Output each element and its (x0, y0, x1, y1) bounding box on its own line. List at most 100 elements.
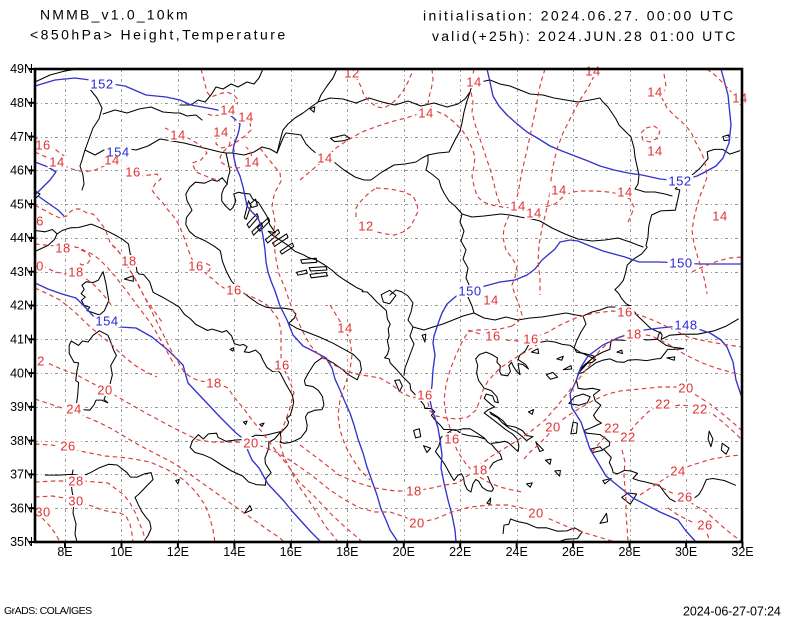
svg-text:148: 148 (674, 317, 697, 332)
svg-text:14: 14 (244, 154, 259, 169)
svg-text:valid(+25h): 2024.JUN.28 01:00: valid(+25h): 2024.JUN.28 01:00 UTC (432, 28, 738, 44)
svg-text:16: 16 (125, 164, 140, 179)
svg-text:14: 14 (712, 208, 727, 223)
svg-text:14: 14 (466, 74, 481, 89)
svg-text:12: 12 (358, 218, 373, 233)
svg-text:22: 22 (604, 420, 619, 435)
svg-text:20: 20 (409, 515, 424, 530)
svg-text:14: 14 (418, 105, 433, 120)
svg-text:18: 18 (68, 264, 83, 279)
svg-text:16: 16 (274, 357, 289, 372)
svg-text:26: 26 (60, 438, 75, 453)
svg-text:30E: 30E (675, 545, 697, 559)
svg-text:22: 22 (655, 396, 670, 411)
svg-text:26: 26 (677, 489, 692, 504)
svg-text:22E: 22E (449, 545, 471, 559)
svg-text:14: 14 (238, 109, 253, 124)
svg-text:150: 150 (669, 255, 692, 270)
svg-text:14E: 14E (223, 545, 245, 559)
svg-text:43N: 43N (10, 265, 33, 279)
svg-text:<850hPa> Height,Temperature: <850hPa> Height,Temperature (30, 27, 288, 43)
svg-text:24: 24 (670, 463, 685, 478)
svg-text:2024-06-27-07:24: 2024-06-27-07:24 (683, 605, 781, 619)
svg-text:14: 14 (213, 124, 228, 139)
svg-text:152: 152 (90, 76, 113, 91)
svg-text:10E: 10E (110, 545, 132, 559)
svg-text:48N: 48N (10, 96, 33, 110)
svg-text:18: 18 (406, 483, 421, 498)
svg-text:47N: 47N (10, 130, 33, 144)
svg-text:28: 28 (68, 473, 83, 488)
svg-text:154: 154 (106, 144, 129, 159)
svg-text:20: 20 (528, 505, 543, 520)
svg-text:18: 18 (206, 375, 221, 390)
svg-text:35N: 35N (10, 535, 33, 549)
svg-text:154: 154 (95, 313, 118, 328)
svg-text:16: 16 (417, 387, 432, 402)
svg-text:22: 22 (620, 429, 635, 444)
svg-text:14: 14 (104, 152, 119, 167)
svg-text:20: 20 (243, 435, 258, 450)
svg-text:14: 14 (510, 198, 525, 213)
svg-text:16: 16 (444, 431, 459, 446)
svg-text:45N: 45N (10, 197, 33, 211)
svg-text:36N: 36N (10, 501, 33, 515)
svg-text:24E: 24E (506, 545, 528, 559)
svg-text:16: 16 (617, 304, 632, 319)
svg-text:20: 20 (97, 382, 112, 397)
svg-text:30: 30 (68, 493, 83, 508)
svg-text:14: 14 (49, 154, 64, 169)
svg-text:14: 14 (220, 102, 235, 117)
svg-text:38N: 38N (10, 434, 33, 448)
svg-text:30: 30 (35, 504, 50, 519)
svg-text:2: 2 (37, 353, 45, 368)
svg-text:49N: 49N (10, 62, 33, 76)
svg-text:46N: 46N (10, 164, 33, 178)
svg-text:40N: 40N (10, 366, 33, 380)
svg-text:37N: 37N (10, 468, 33, 482)
svg-text:14: 14 (170, 127, 185, 142)
svg-text:initialisation: 2024.06.27. 0: initialisation: 2024.06.27. 00:00 UTC (423, 8, 736, 24)
svg-text:16: 16 (35, 137, 50, 152)
svg-text:39N: 39N (10, 400, 33, 414)
svg-text:16: 16 (523, 331, 538, 346)
svg-text:18: 18 (121, 253, 136, 268)
svg-text:12E: 12E (167, 545, 189, 559)
svg-text:NMMB_v1.0_10km: NMMB_v1.0_10km (40, 7, 190, 23)
svg-text:16E: 16E (280, 545, 302, 559)
svg-text:150: 150 (458, 283, 481, 298)
svg-text:16: 16 (188, 258, 203, 273)
svg-text:152: 152 (668, 173, 691, 188)
svg-text:24: 24 (66, 401, 81, 416)
svg-text:14: 14 (617, 184, 632, 199)
svg-text:14: 14 (337, 320, 352, 335)
svg-text:14: 14 (526, 205, 541, 220)
svg-text:32E: 32E (731, 545, 753, 559)
svg-text:18: 18 (626, 326, 641, 341)
svg-text:16: 16 (226, 282, 241, 297)
svg-text:42N: 42N (10, 299, 33, 313)
svg-text:14: 14 (317, 150, 332, 165)
svg-text:0: 0 (36, 258, 44, 273)
svg-text:18E: 18E (336, 545, 358, 559)
svg-text:28E: 28E (618, 545, 640, 559)
svg-text:20: 20 (545, 419, 560, 434)
svg-text:14: 14 (732, 90, 747, 105)
svg-text:18: 18 (55, 240, 70, 255)
svg-text:20: 20 (678, 380, 693, 395)
svg-text:6: 6 (36, 213, 44, 228)
svg-text:18: 18 (472, 462, 487, 477)
svg-text:14: 14 (483, 292, 498, 307)
svg-text:26E: 26E (562, 545, 584, 559)
svg-text:16: 16 (485, 328, 500, 343)
svg-text:26: 26 (697, 517, 712, 532)
svg-text:12: 12 (344, 65, 359, 80)
svg-text:14: 14 (647, 143, 662, 158)
svg-text:14: 14 (647, 84, 662, 99)
svg-text:GrADS: COLA/IGES: GrADS: COLA/IGES (4, 605, 92, 617)
svg-text:41N: 41N (10, 333, 33, 347)
svg-text:22: 22 (692, 401, 707, 416)
svg-text:44N: 44N (10, 231, 33, 245)
svg-text:14: 14 (585, 63, 600, 78)
svg-text:14: 14 (551, 182, 566, 197)
